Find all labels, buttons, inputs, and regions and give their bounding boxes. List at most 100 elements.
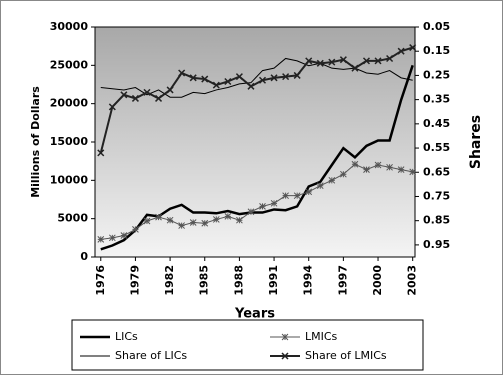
y2-tick-label: 0.85 (423, 214, 450, 227)
marker (235, 73, 243, 81)
marker (281, 333, 289, 341)
marker (409, 44, 417, 52)
y2-tick-label: 0.35 (423, 93, 450, 106)
y-tick-label: 10000 (50, 173, 89, 186)
y2-tick-label: 0.05 (423, 20, 450, 33)
y2-tick-label: 0.15 (423, 44, 450, 57)
marker (131, 94, 139, 102)
y-tick-label: 30000 (50, 20, 89, 33)
marker (155, 94, 163, 102)
marker (351, 160, 359, 168)
marker (305, 57, 313, 65)
x-tick-label: 1991 (267, 265, 280, 296)
marker (224, 213, 232, 220)
marker (386, 163, 393, 171)
marker (259, 203, 266, 210)
x-tick-label: 1979 (128, 265, 141, 296)
marker (247, 82, 255, 90)
y-axis-title: Millions of Dollars (29, 86, 42, 198)
series-line (100, 163, 413, 240)
marker (362, 57, 371, 65)
marker (363, 166, 370, 173)
y2-tick-label: 0.65 (423, 165, 450, 178)
marker (270, 199, 278, 207)
legend-label: Share of LICs (115, 349, 187, 362)
x-tick-label: 1988 (232, 265, 245, 296)
marker (212, 216, 220, 223)
y-tick-label: 25000 (50, 58, 89, 71)
marker (282, 73, 290, 81)
marker (155, 213, 162, 221)
x-tick-label: 1985 (198, 265, 211, 296)
x-tick-label: 2003 (406, 265, 419, 296)
marker (108, 234, 116, 242)
marker (143, 217, 151, 225)
y-tick-label: 15000 (50, 135, 89, 148)
marker (120, 91, 128, 99)
marker (201, 219, 209, 227)
legend-label: Share of LMICs (305, 349, 387, 362)
marker (201, 75, 209, 83)
x-tick-label: 1982 (163, 265, 176, 296)
y2-tick-label: 0.45 (423, 117, 450, 130)
marker (166, 86, 174, 94)
x-axis-title: Years (234, 307, 275, 322)
marker (316, 59, 324, 67)
x-tick-label: 1994 (302, 265, 315, 296)
marker (351, 64, 359, 72)
marker (212, 81, 220, 89)
marker (293, 71, 301, 79)
x-tick-label: 1976 (94, 265, 107, 296)
series-line (100, 57, 413, 98)
marker (282, 192, 289, 200)
marker (374, 57, 382, 65)
legend-label: LICs (115, 330, 138, 343)
marker (328, 58, 336, 66)
y2-tick-label: 0.25 (423, 68, 450, 81)
marker (293, 192, 301, 200)
marker (236, 216, 243, 224)
marker (270, 74, 278, 82)
marker (224, 77, 232, 86)
x-tick-label: 2000 (371, 265, 384, 296)
series-line (99, 46, 413, 154)
marker (340, 170, 347, 178)
legend (71, 319, 424, 371)
marker (409, 168, 417, 176)
marker (397, 166, 405, 173)
series-line (100, 64, 414, 251)
legend-label: LMICs (305, 330, 338, 343)
marker (143, 88, 151, 96)
marker (339, 56, 347, 64)
marker (189, 219, 197, 226)
marker (97, 236, 105, 243)
marker (397, 47, 405, 55)
marker (247, 208, 255, 216)
marker (132, 226, 139, 233)
marker (189, 74, 197, 82)
marker (120, 232, 128, 239)
marker (281, 352, 289, 360)
marker (178, 222, 185, 229)
marker (97, 149, 105, 157)
y-tick-label: 0 (80, 250, 88, 263)
marker (374, 161, 382, 169)
y2-tick-label: 0.55 (423, 141, 450, 154)
plot-area (94, 26, 416, 258)
y2-tick-label: 0.95 (423, 238, 450, 251)
marker (258, 76, 267, 84)
marker (166, 216, 174, 224)
y-tick-label: 20000 (50, 97, 89, 110)
x-tick-label: 1997 (336, 265, 349, 296)
marker (316, 182, 324, 190)
marker (328, 176, 336, 184)
y-tick-label: 5000 (57, 212, 88, 225)
marker (386, 54, 394, 63)
marker (178, 69, 186, 77)
y2-tick-label: 0.75 (423, 189, 450, 202)
marker (108, 103, 116, 111)
marker (305, 188, 313, 196)
y2-axis-title: Shares (468, 115, 484, 169)
